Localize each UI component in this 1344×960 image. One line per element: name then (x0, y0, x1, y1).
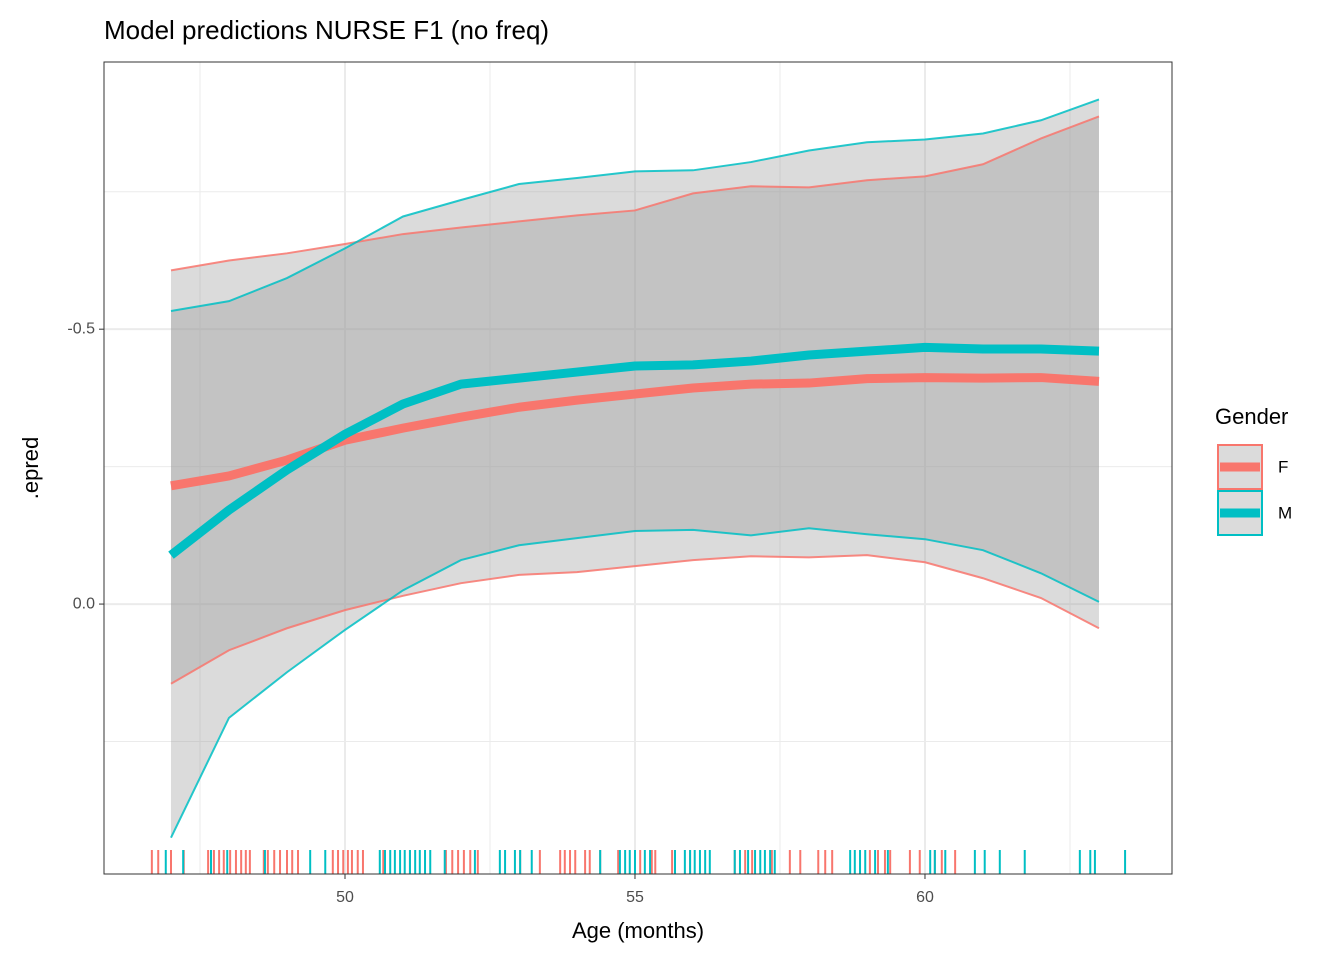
x-tick-label: 55 (626, 889, 644, 906)
x-axis-label: Age (months) (572, 918, 704, 943)
chart-title: Model predictions NURSE F1 (no freq) (104, 15, 549, 45)
x-tick-label: 60 (916, 889, 934, 906)
interval-line (170, 115, 1100, 272)
interval-line (170, 527, 1100, 839)
interval-line (170, 98, 1100, 313)
legend-label: M (1278, 503, 1292, 522)
y-tick-label: -0.5 (67, 320, 95, 337)
interval-line (170, 554, 1100, 685)
mean-line (168, 342, 1100, 559)
ribbon (170, 99, 1099, 838)
x-tick-label: 50 (336, 889, 354, 906)
y-tick-label: 0.0 (73, 595, 95, 612)
legend-label: F (1278, 457, 1288, 476)
legend-title: Gender (1215, 404, 1288, 429)
y-axis-label: .epred (18, 437, 43, 499)
ribbon (170, 116, 1099, 684)
plot-border (103, 61, 1173, 875)
